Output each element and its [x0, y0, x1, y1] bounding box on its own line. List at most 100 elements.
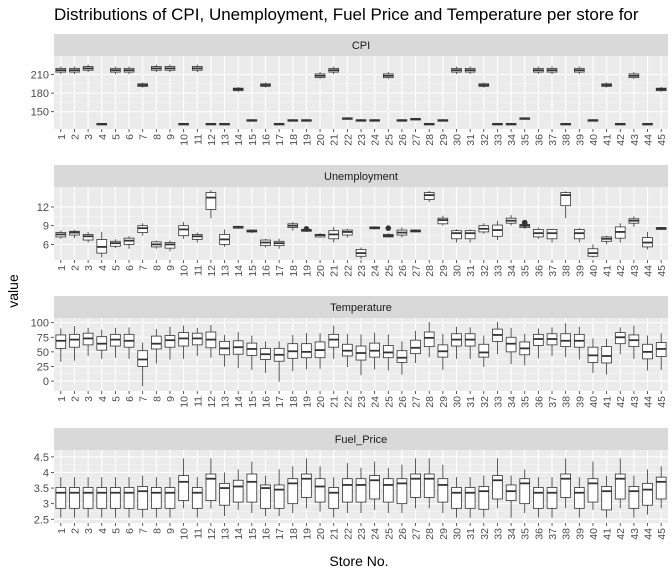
x-tick-label: 8: [151, 265, 163, 271]
y-tick-label: 180: [31, 88, 49, 100]
box-store-22: [342, 463, 353, 514]
x-tick-label: 31: [465, 134, 477, 146]
x-tick-label: 44: [643, 265, 655, 277]
x-tick-label: 28: [424, 528, 436, 540]
x-tick-label: 1: [56, 265, 68, 271]
box-store-9: [164, 64, 176, 73]
box-store-36: [533, 227, 544, 239]
box-store-10: [178, 458, 189, 509]
box-store-15: [246, 229, 258, 234]
box-store-45: [655, 466, 667, 509]
x-tick-label: 6: [124, 396, 136, 402]
box-iqr: [560, 473, 571, 498]
x-tick-label: 23: [356, 265, 368, 277]
x-tick-label: 4: [97, 396, 109, 402]
x-tick-label: 34: [506, 396, 518, 408]
box-store-40: [587, 338, 599, 373]
box-store-5: [110, 477, 121, 518]
x-tick-label: 27: [411, 528, 423, 540]
box-store-43: [628, 475, 640, 518]
box-iqr: [410, 473, 421, 498]
box-store-18: [287, 221, 299, 231]
box-store-33: [492, 122, 503, 126]
box-store-19: [301, 333, 312, 370]
box-iqr: [601, 486, 612, 511]
x-tick-label: 29: [438, 265, 450, 277]
box-store-18: [287, 334, 299, 372]
box-store-18: [287, 466, 299, 514]
box-iqr: [355, 478, 367, 503]
x-tick-label: 33: [492, 134, 504, 146]
box-iqr: [492, 475, 503, 500]
box-iqr: [191, 487, 203, 509]
box-iqr: [96, 487, 108, 509]
x-tick-label: 15: [247, 528, 259, 540]
box-store-16: [260, 475, 271, 517]
box-iqr: [232, 479, 244, 503]
box-store-28: [423, 458, 435, 509]
x-tick-label: 43: [629, 265, 641, 277]
box-store-8: [151, 329, 162, 364]
x-tick-label: 11: [192, 134, 204, 145]
x-tick-label: 33: [492, 396, 504, 408]
box-store-41: [601, 82, 612, 88]
box-iqr: [314, 478, 326, 503]
x-tick-label: 44: [643, 396, 655, 408]
box-store-45: [655, 226, 667, 231]
box-iqr: [464, 487, 476, 509]
x-tick-label: 34: [506, 134, 518, 146]
box-iqr: [178, 475, 189, 501]
box-store-17: [273, 238, 285, 249]
x-tick-label: 9: [165, 396, 177, 402]
box-store-27: [410, 229, 421, 233]
x-tick-label: 17: [274, 134, 286, 146]
box-store-23: [355, 119, 367, 122]
x-tick-label: 39: [574, 265, 586, 277]
box-iqr: [464, 230, 476, 240]
box-iqr: [369, 475, 380, 500]
box-iqr: [287, 478, 299, 505]
x-tick-label: 20: [315, 528, 327, 540]
box-store-37: [546, 327, 558, 356]
x-tick-label: 30: [452, 265, 464, 277]
y-tick-label: 50: [37, 347, 49, 359]
x-tick-label: 30: [452, 528, 464, 540]
x-tick-label: 10: [179, 396, 191, 408]
x-tick-label: 22: [342, 528, 354, 540]
box-store-22: [342, 228, 353, 238]
box-store-34: [505, 215, 517, 226]
x-tick-label: 5: [110, 528, 122, 534]
box-store-39: [573, 326, 585, 360]
box-store-19: [301, 119, 312, 122]
box-iqr: [396, 478, 408, 505]
x-tick-label: 5: [110, 396, 122, 402]
box-store-4: [96, 477, 108, 518]
box-store-2: [69, 477, 80, 518]
x-tick-label: 28: [424, 396, 436, 408]
box-store-38: [560, 323, 571, 358]
box-store-7: [137, 82, 149, 88]
box-store-17: [273, 122, 285, 126]
x-tick-label: 11: [192, 265, 204, 276]
x-tick-label: 13: [220, 265, 232, 277]
y-tick-label: 12: [37, 202, 49, 214]
box-store-40: [587, 119, 599, 122]
x-tick-label: 22: [342, 396, 354, 408]
box-store-40: [587, 461, 599, 510]
x-tick-label: 29: [438, 396, 450, 408]
x-tick-label: 42: [615, 265, 627, 277]
box-store-45: [655, 333, 667, 370]
box-store-36: [533, 477, 544, 518]
box-iqr: [205, 192, 217, 210]
box-iqr: [328, 333, 340, 348]
box-store-18: [287, 119, 299, 122]
x-tick-label: 35: [520, 134, 532, 146]
x-tick-label: 39: [574, 134, 586, 146]
x-tick-label: 36: [533, 396, 545, 408]
x-tick-label: 13: [220, 528, 232, 540]
box-store-13: [219, 229, 230, 247]
box-iqr: [69, 487, 80, 509]
box-store-34: [505, 327, 517, 365]
